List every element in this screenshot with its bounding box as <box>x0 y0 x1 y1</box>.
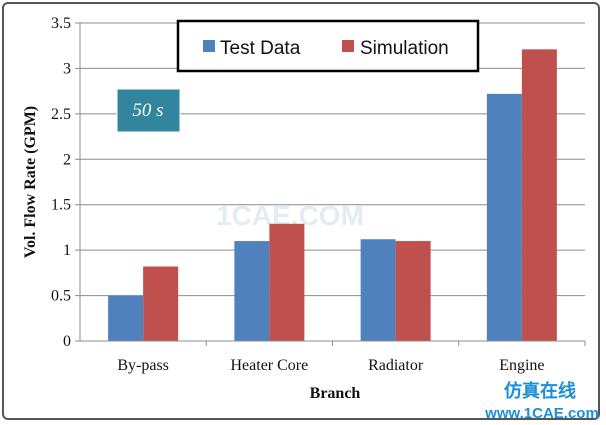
bar-simulation-by-pass <box>143 266 179 341</box>
y-axis-title: Vol. Flow Rate (GPM) <box>22 106 39 258</box>
x-tick-label: Radiator <box>368 357 424 374</box>
bar-simulation-radiator <box>395 241 431 341</box>
axes <box>75 22 586 346</box>
bar-test-data-engine <box>486 93 522 342</box>
y-tick-label: 3.5 <box>51 15 71 32</box>
annotation-badge <box>116 88 181 133</box>
annotation-text: 50 s <box>132 100 163 121</box>
y-tick-label: 3 <box>63 60 71 77</box>
y-tick-label: 2.5 <box>51 106 71 123</box>
bar-simulation-engine <box>521 49 557 341</box>
bar-test-data-heater-core <box>234 241 270 341</box>
x-tick-label: By-pass <box>117 357 169 374</box>
bar-test-data-radiator <box>360 239 396 341</box>
time-annotation: 50 s <box>116 88 181 133</box>
bar-test-data-by-pass <box>108 295 144 341</box>
y-tick-label: 1.5 <box>51 197 71 214</box>
x-tick-labels: By-pass Heater Core Radiator Engine <box>117 357 544 374</box>
y-tick-label: 2 <box>63 151 71 168</box>
y-tick-label: 1 <box>63 242 71 259</box>
x-tick-label: Engine <box>499 357 544 374</box>
y-tick-label: 0.5 <box>51 288 71 305</box>
bar-simulation-heater-core <box>269 223 305 341</box>
legend-label-test-data: Test Data <box>220 38 301 59</box>
y-tick-labels: 0 0.5 1 1.5 2 2.5 3 3.5 <box>51 15 71 350</box>
legend-box <box>176 19 480 73</box>
y-tick-label: 0 <box>63 333 71 350</box>
x-tick-label: Heater Core <box>231 357 309 374</box>
legend: Test Data Simulation <box>176 19 480 73</box>
legend-swatch-simulation <box>342 40 354 52</box>
bars <box>108 49 557 342</box>
watermark-cn: 仿真在线 <box>504 380 576 402</box>
watermark-url: www.1CAE.com <box>484 405 599 422</box>
legend-label-simulation: Simulation <box>360 38 449 59</box>
x-axis-title: Branch <box>310 385 361 402</box>
legend-swatch-test-data <box>203 40 215 52</box>
